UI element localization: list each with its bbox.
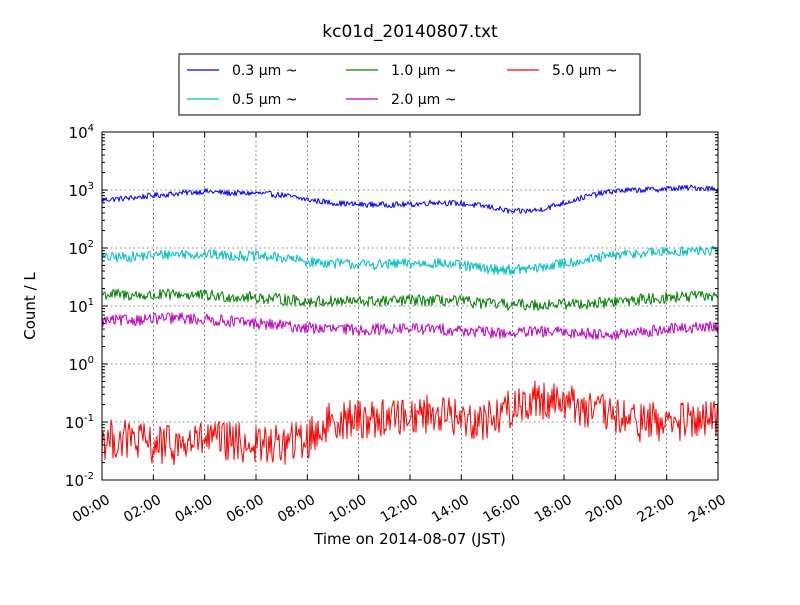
y-tick-label: 100 — [69, 355, 94, 374]
series-line — [101, 245, 719, 276]
y-tick-label: 101 — [69, 297, 94, 316]
y-axis-label: Count / L — [21, 272, 39, 340]
x-axis-label: Time on 2014-08-07 (JST) — [313, 530, 506, 548]
y-tick-label: 10-2 — [65, 471, 94, 490]
series-layer — [101, 184, 719, 466]
series-line — [101, 288, 719, 311]
legend-entry-label: 0.3 μm ~ — [232, 63, 297, 79]
legend: 0.3 μm ~ 0.5 μm ~ 1.0 μm ~ 2.0 μm ~ 5.0 μm ~ — [178, 53, 641, 116]
series-line — [101, 380, 719, 466]
legend-entry-label: 1.0 μm ~ — [391, 63, 456, 79]
legend-entry-label: 0.5 μm ~ — [232, 92, 297, 108]
y-axis-ticks: 10-2 10-1 100 101 102 103 104 — [65, 123, 718, 490]
y-tick-label: 10-1 — [65, 413, 94, 432]
legend-entry-label: 2.0 μm ~ — [391, 92, 456, 108]
y-tick-label: 102 — [69, 239, 94, 258]
y-tick-label: 103 — [69, 181, 94, 200]
y-tick-label: 104 — [69, 123, 94, 142]
legend-box — [178, 53, 641, 116]
chart-title: kc01d_20140807.txt — [322, 22, 498, 42]
legend-entry-label: 5.0 μm ~ — [552, 63, 617, 79]
series-line — [101, 184, 719, 214]
series-line — [101, 312, 719, 340]
